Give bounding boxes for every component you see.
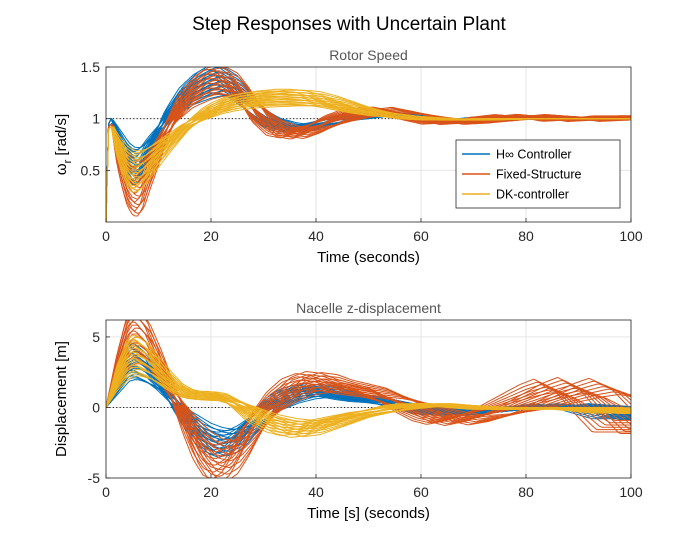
subplot-title: Rotor Speed bbox=[329, 47, 408, 63]
y-axis-label-subscript: r bbox=[62, 159, 74, 163]
x-tick-label: 40 bbox=[308, 484, 324, 500]
y-tick-label: 1.5 bbox=[81, 59, 101, 75]
response-line bbox=[106, 320, 631, 475]
y-tick-label: -5 bbox=[88, 470, 101, 486]
response-line bbox=[106, 88, 631, 222]
response-line bbox=[106, 334, 631, 438]
x-tick-label: 60 bbox=[413, 484, 429, 500]
y-tick-label: 1 bbox=[92, 111, 100, 127]
response-line bbox=[106, 339, 631, 437]
y-tick-label: 0 bbox=[92, 399, 100, 415]
x-tick-label: 80 bbox=[518, 228, 534, 244]
y-axis-label: ωr [rad/s] bbox=[53, 114, 74, 175]
y-tick-label: 5 bbox=[92, 329, 100, 345]
series-lines bbox=[106, 67, 631, 222]
y-ticks: -5 0 5 bbox=[88, 329, 110, 486]
response-line bbox=[106, 320, 631, 478]
x-ticks: 0 20 40 60 80 100 bbox=[102, 474, 643, 500]
x-tick-label: 20 bbox=[203, 484, 219, 500]
series-lines bbox=[106, 320, 631, 478]
legend: H∞ Controller Fixed-Structure DK-control… bbox=[455, 139, 621, 209]
x-ticks: 0 20 40 60 80 100 bbox=[102, 218, 643, 244]
response-line bbox=[106, 320, 631, 477]
x-tick-label: 40 bbox=[308, 228, 324, 244]
response-line bbox=[106, 320, 631, 478]
x-tick-label: 20 bbox=[203, 228, 219, 244]
x-tick-label: 60 bbox=[413, 228, 429, 244]
x-tick-label: 0 bbox=[102, 484, 110, 500]
x-tick-label: 100 bbox=[619, 484, 643, 500]
series-dk-controller bbox=[106, 334, 631, 438]
legend-label-hinf: H∞ Controller bbox=[496, 148, 572, 162]
y-axis-label-unit: [rad/s] bbox=[53, 114, 70, 160]
response-line bbox=[106, 324, 631, 471]
y-ticks: 0.5 1 1.5 bbox=[81, 59, 110, 178]
y-tick-label: 0.5 bbox=[81, 162, 101, 178]
x-axis-label: Time [s] (seconds) bbox=[307, 505, 430, 522]
legend-label-fixed: Fixed-Structure bbox=[496, 168, 581, 182]
legend-label-dk: DK-controller bbox=[496, 188, 569, 202]
figure-title: Step Responses with Uncertain Plant bbox=[192, 14, 506, 35]
legend-entry-fixed: Fixed-Structure bbox=[462, 168, 581, 182]
series-dk-controller bbox=[106, 88, 631, 222]
subplot-title: Nacelle z-displacement bbox=[296, 300, 441, 316]
response-line bbox=[106, 337, 631, 437]
response-line bbox=[106, 320, 631, 478]
response-line bbox=[106, 327, 631, 469]
nacelle-displacement-axes: 0 20 40 60 80 100 -505 Nacelle z-displacement… bbox=[53, 300, 643, 522]
x-tick-label: 100 bbox=[619, 228, 643, 244]
plot-frame bbox=[105, 66, 632, 223]
x-axis-label: Time (seconds) bbox=[317, 249, 420, 266]
y-axis-label: Displacement [m] bbox=[53, 341, 70, 457]
x-tick-label: 0 bbox=[102, 228, 110, 244]
plot-frame bbox=[105, 319, 632, 479]
legend-entry-hinf: H∞ Controller bbox=[462, 148, 572, 162]
rotor-speed-axes: 0 20 40 60 80 100 0.5 1 1.5 Rotor Speed Time (s… bbox=[53, 47, 643, 266]
legend-entry-dk: DK-controller bbox=[462, 188, 569, 202]
y-axis-label-symbol: ω bbox=[53, 163, 70, 175]
x-tick-label: 80 bbox=[518, 484, 534, 500]
